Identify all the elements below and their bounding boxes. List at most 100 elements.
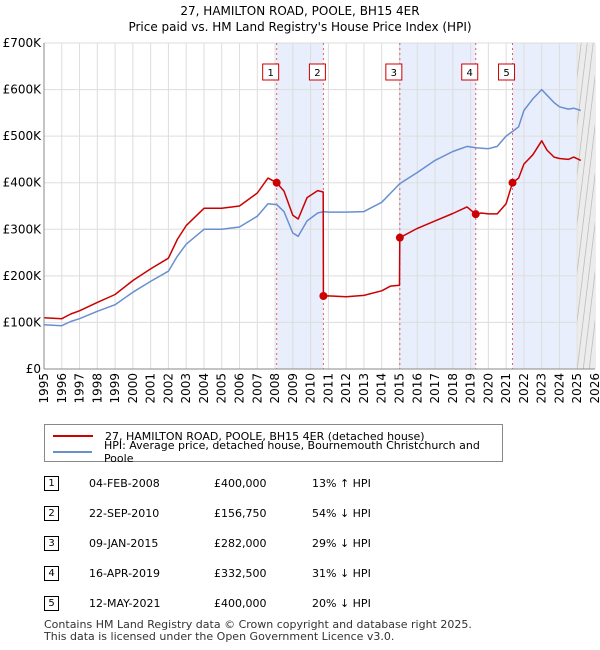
x-tick-label: 2024 — [552, 373, 566, 404]
x-tick-label: 2004 — [197, 373, 211, 404]
y-tick-label: £500K — [3, 129, 43, 143]
forecast-hatch — [475, 43, 515, 369]
sale-marker-label: 4 — [467, 68, 473, 79]
y-tick-label: £600K — [3, 83, 43, 97]
x-tick-label: 1995 — [37, 373, 51, 404]
transaction-hpi-diff: 54% ↓ HPI — [312, 507, 371, 520]
x-tick-label: 2019 — [464, 373, 478, 404]
transaction-date: 04-FEB-2008 — [89, 477, 160, 490]
chart-legend: 27, HAMILTON ROAD, POOLE, BH15 4ER (deta… — [44, 424, 503, 465]
transaction-price: £282,000 — [214, 537, 267, 550]
transaction-price: £156,750 — [214, 507, 267, 520]
x-tick-label: 2006 — [233, 373, 247, 404]
x-tick-label: 2001 — [144, 373, 158, 404]
x-tick-label: 2008 — [268, 373, 282, 404]
shaded-range — [399, 43, 476, 369]
forecast-hatch — [577, 220, 596, 369]
forecast-hatch — [577, 43, 588, 128]
forecast-hatch — [577, 43, 594, 177]
legend-swatch-property — [53, 435, 93, 437]
y-tick-label: £200K — [3, 269, 43, 283]
x-tick-label: 2002 — [161, 373, 175, 404]
footer-line-licence: This data is licensed under the Open Gov… — [44, 630, 395, 643]
legend-label-property: 27, HAMILTON ROAD, POOLE, BH15 4ER (deta… — [105, 429, 425, 443]
x-tick-label: 2010 — [304, 373, 318, 404]
x-tick-label: 1999 — [108, 373, 122, 404]
forecast-hatch — [582, 269, 596, 369]
property-price-line — [43, 140, 582, 320]
transaction-hpi-diff: 31% ↓ HPI — [312, 567, 371, 580]
legend-item-property: 27, HAMILTON ROAD, POOLE, BH15 4ER (deta… — [53, 429, 425, 443]
x-tick-label: 2015 — [392, 373, 406, 404]
x-tick-label: 2012 — [339, 373, 353, 404]
forecast-region — [577, 43, 595, 369]
transaction-number: 1 — [44, 476, 59, 491]
footer-line-copyright: Contains HM Land Registry data © Crown c… — [44, 618, 472, 631]
sale-marker-dot — [319, 291, 328, 300]
legend-item-hpi: HPI: Average price, detached house, Bour… — [53, 439, 502, 465]
transaction-row: 3 09-JAN-2015 £282,000 29% ↓ HPI — [44, 536, 444, 552]
transaction-row: 4 16-APR-2019 £332,500 31% ↓ HPI — [44, 566, 444, 582]
x-tick-label: 2011 — [321, 373, 335, 404]
y-tick-label: £700K — [3, 36, 43, 50]
hpi-line — [43, 88, 582, 327]
sale-marker-dot — [471, 210, 480, 219]
sale-marker-dot — [508, 178, 517, 187]
x-tick-label: 2014 — [375, 373, 389, 404]
x-tick-label: 1998 — [90, 373, 104, 404]
shaded-range — [276, 43, 324, 369]
sale-marker-label: 5 — [503, 68, 509, 79]
legend-label-hpi: HPI: Average price, detached house, Bour… — [103, 439, 480, 465]
forecast-hatch — [577, 74, 596, 226]
x-tick-label: 2025 — [570, 373, 584, 404]
forecast-hatch — [577, 123, 596, 275]
transaction-row: 2 22-SEP-2010 £156,750 54% ↓ HPI — [44, 506, 444, 522]
x-tick-label: 2000 — [126, 373, 140, 404]
sale-marker-box — [498, 63, 516, 81]
transaction-price: £332,500 — [214, 567, 267, 580]
sale-marker-label: 3 — [391, 68, 397, 79]
x-tick-label: 2021 — [499, 373, 513, 404]
x-tick-label: 2020 — [481, 373, 495, 404]
shaded-range — [512, 43, 578, 369]
sale-marker-box — [308, 63, 326, 81]
footer-attribution: Contains HM Land Registry data © Crown c… — [44, 619, 472, 643]
x-tick-label: 2009 — [286, 373, 300, 404]
sale-marker-dot — [272, 178, 281, 187]
y-tick-label: £0 — [26, 362, 41, 376]
x-tick-label: 2026 — [588, 373, 600, 404]
price-chart: 27, HAMILTON ROAD, POOLE, BH15 4ER Price… — [3, 4, 600, 404]
transaction-number: 4 — [44, 566, 59, 581]
transaction-hpi-diff: 29% ↓ HPI — [312, 537, 371, 550]
transaction-date: 09-JAN-2015 — [89, 537, 159, 550]
transaction-row: 5 12-MAY-2021 £400,000 20% ↓ HPI — [44, 596, 444, 612]
x-tick-label: 1996 — [55, 373, 69, 404]
x-tick-label: 2022 — [517, 373, 531, 404]
sale-marker-label: 2 — [314, 68, 320, 79]
forecast-hatch — [594, 367, 596, 369]
x-tick-label: 2007 — [250, 373, 264, 404]
chart-title: 27, HAMILTON ROAD, POOLE, BH15 4ER — [180, 4, 419, 18]
transaction-number: 3 — [44, 536, 59, 551]
transaction-date: 22-SEP-2010 — [89, 507, 160, 520]
sale-marker-dot — [395, 233, 404, 242]
y-tick-label: £400K — [3, 176, 43, 190]
x-tick-label: 2017 — [428, 373, 442, 404]
transaction-hpi-diff: 13% ↑ HPI — [312, 477, 371, 490]
x-tick-label: 2005 — [215, 373, 229, 404]
y-tick-label: £100K — [3, 315, 43, 329]
x-tick-label: 2023 — [535, 373, 549, 404]
forecast-hatch — [577, 171, 596, 324]
chart-subtitle: Price paid vs. HM Land Registry's House … — [128, 20, 471, 34]
sale-marker-label: 1 — [267, 68, 273, 79]
transaction-hpi-diff: 20% ↓ HPI — [312, 597, 371, 610]
sale-marker-box — [461, 63, 479, 81]
transaction-date: 16-APR-2019 — [89, 567, 161, 580]
sale-marker-box — [385, 63, 403, 81]
x-tick-label: 2018 — [446, 373, 460, 404]
x-tick-label: 2016 — [410, 373, 424, 404]
sale-marker-box — [262, 63, 280, 81]
transaction-date: 12-MAY-2021 — [89, 597, 161, 610]
x-tick-label: 2013 — [357, 373, 371, 404]
transaction-number: 5 — [44, 596, 59, 611]
